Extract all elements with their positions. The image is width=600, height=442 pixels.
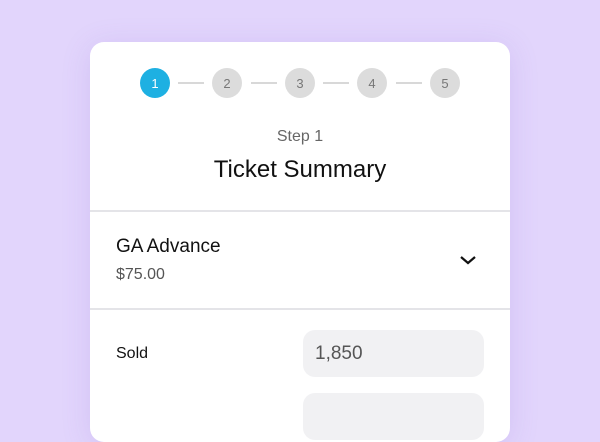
wizard-card: 1 2 3 4 5 Step 1 Ticket Summary GA Advan… xyxy=(90,42,510,442)
divider xyxy=(90,210,510,212)
divider xyxy=(90,308,510,310)
ticket-name: GA Advance xyxy=(116,236,221,257)
step-3[interactable]: 3 xyxy=(285,68,315,98)
page-title: Ticket Summary xyxy=(213,156,387,183)
step-connector xyxy=(251,82,277,84)
step-5[interactable]: 5 xyxy=(430,68,460,98)
second-input[interactable] xyxy=(303,393,484,440)
step-4[interactable]: 4 xyxy=(357,68,387,98)
step-connector xyxy=(178,82,204,84)
step-2[interactable]: 2 xyxy=(212,68,242,98)
step-label: Step 1 xyxy=(276,128,324,145)
step-connector xyxy=(323,82,349,84)
sold-input[interactable]: 1,850 xyxy=(303,330,484,377)
chevron-down-icon xyxy=(460,256,476,265)
step-1[interactable]: 1 xyxy=(140,68,170,98)
ticket-price: $75.00 xyxy=(116,266,165,283)
sold-label: Sold xyxy=(116,345,149,362)
ticket-selector[interactable]: GA Advance $75.00 xyxy=(90,212,510,308)
step-connector xyxy=(396,82,422,84)
